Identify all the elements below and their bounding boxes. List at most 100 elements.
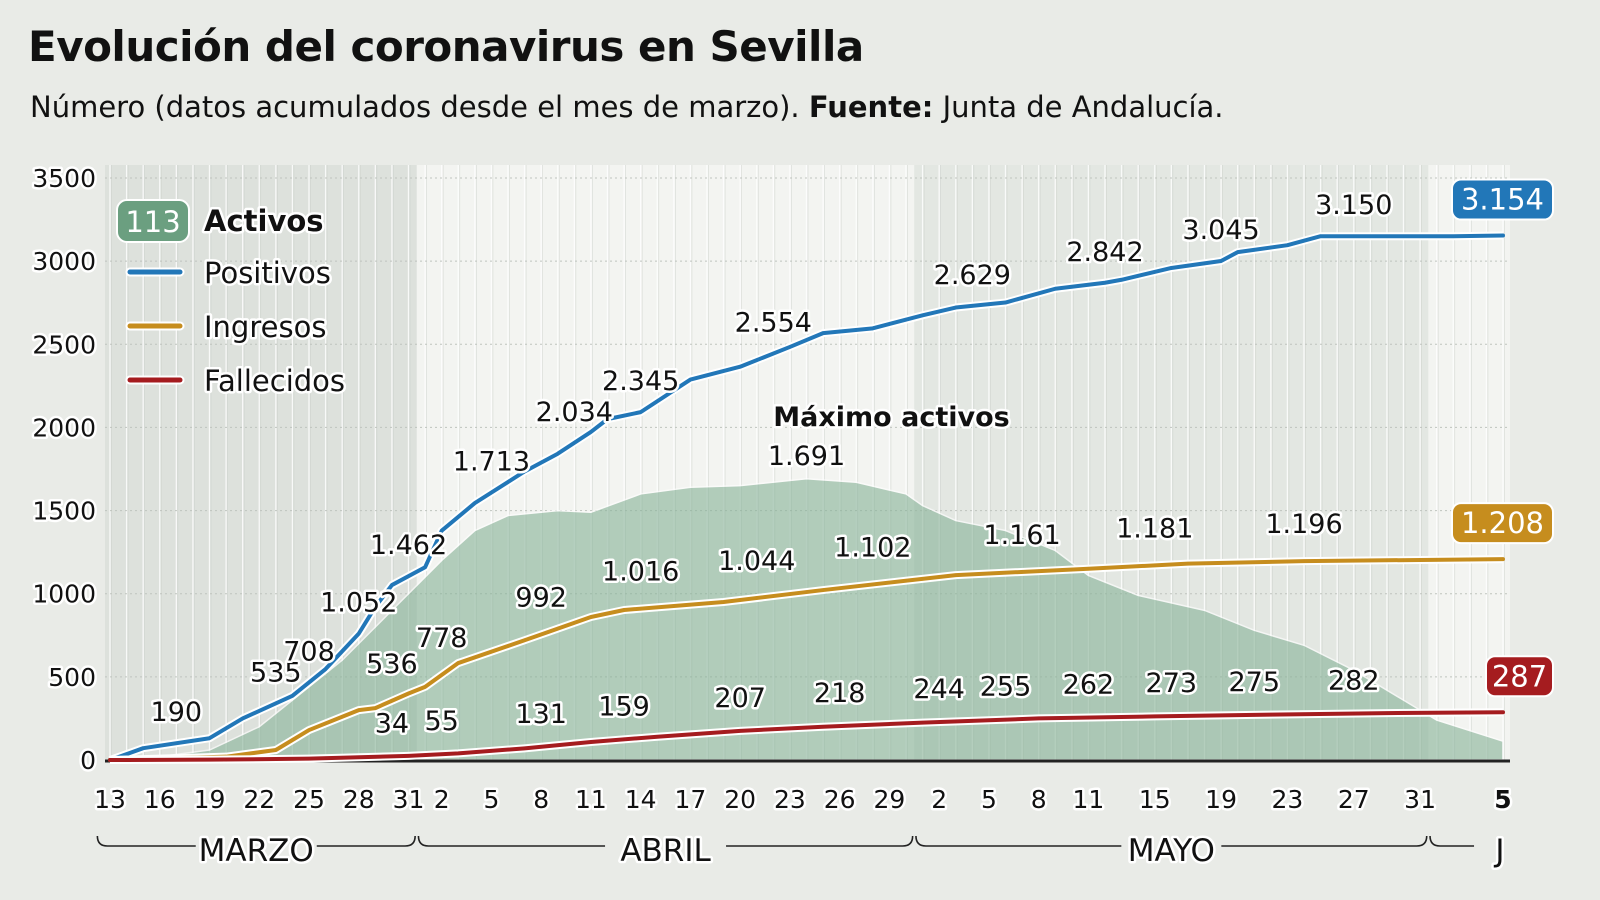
- data-label-ingresos: 1.102: [834, 532, 911, 563]
- data-label-ingresos: 1.181: [1116, 513, 1193, 544]
- x-tick-label: 5: [483, 785, 499, 814]
- end-badge-value: 287: [1492, 659, 1547, 693]
- data-label-positivos: 2.629: [934, 260, 1011, 291]
- x-tick-label: 17: [675, 785, 707, 814]
- legend-activos-badge: [116, 199, 190, 243]
- line-fallecidos: [108, 710, 1505, 762]
- end-badge-value: 1.208: [1461, 506, 1544, 540]
- data-label-ingresos: 1.196: [1265, 509, 1342, 540]
- data-label-positivos: 2.842: [1066, 237, 1143, 268]
- month-label: ABRIL: [620, 833, 711, 869]
- chart-title: Evolución del coronavirus en Sevilla: [28, 22, 864, 71]
- x-tick-label: 8: [533, 785, 549, 814]
- data-label-positivos: 190: [151, 697, 203, 728]
- x-tick-label: 5: [981, 785, 997, 814]
- legend-label-ingresos: Ingresos: [204, 310, 326, 344]
- x-tick-label: 20: [724, 785, 756, 814]
- data-label-positivos: 535: [250, 657, 302, 688]
- x-tick-label: 16: [144, 785, 176, 814]
- month-bracket: [96, 835, 416, 847]
- legend-label-fallecidos: Fallecidos: [204, 364, 345, 398]
- data-label-fallecidos: 159: [598, 691, 650, 722]
- month-label: MAYO: [1128, 833, 1215, 869]
- data-label-ingresos: 778: [416, 623, 468, 654]
- data-label-positivos: 708: [283, 636, 335, 667]
- y-tick-label: 3500: [32, 164, 96, 193]
- x-tick-label: 28: [343, 785, 375, 814]
- end-badge-bg: [1451, 178, 1554, 221]
- data-label-positivos: 2.034: [536, 397, 613, 428]
- x-tick-label: 19: [1205, 785, 1237, 814]
- end-badge-value: 3.154: [1461, 183, 1544, 217]
- data-label-positivos: 2.345: [602, 366, 679, 397]
- max-activos-value: 1.691: [768, 441, 845, 472]
- end-badge-positivos: 3.154: [1451, 178, 1554, 221]
- x-tick-label: 27: [1338, 785, 1370, 814]
- x-tick-label: 22: [243, 785, 275, 814]
- x-tick-label: 11: [575, 785, 607, 814]
- month-bracket: [1429, 835, 1475, 847]
- data-label-ingresos: 536: [366, 649, 418, 680]
- x-tick-label: 5: [1494, 785, 1511, 814]
- x-tick-label: 23: [774, 785, 806, 814]
- chart-subtitle: Número (datos acumulados desde el mes de…: [30, 90, 1224, 124]
- data-label-positivos: 1.713: [453, 447, 530, 478]
- legend-activos-label: Activos: [204, 204, 324, 238]
- x-tick-label: 2: [434, 785, 450, 814]
- y-tick-label: 1000: [32, 580, 96, 609]
- y-tick-label: 2000: [32, 413, 96, 442]
- legend-activos-count: 113: [125, 205, 180, 239]
- data-label-fallecidos: 207: [714, 683, 766, 714]
- data-label-fallecidos: 244: [913, 674, 965, 705]
- month-label: J: [1493, 833, 1504, 869]
- data-label-fallecidos: 131: [515, 699, 567, 730]
- data-label-ingresos: 992: [515, 582, 567, 613]
- data-label-fallecidos: 55: [424, 706, 458, 737]
- x-tick-label: 14: [625, 785, 657, 814]
- x-tick-label: 15: [1139, 785, 1171, 814]
- data-label-fallecidos: 255: [980, 672, 1032, 703]
- data-label-fallecidos: 262: [1063, 670, 1115, 701]
- x-tick-label: 13: [94, 785, 126, 814]
- data-label-ingresos: 1.016: [602, 557, 679, 588]
- end-badge-bg: [1451, 502, 1554, 545]
- x-tick-label: 8: [1031, 785, 1047, 814]
- y-tick-label: 0: [80, 746, 96, 775]
- data-label-fallecidos: 282: [1328, 666, 1380, 697]
- data-label-fallecidos: 275: [1228, 667, 1280, 698]
- line-positivos: [108, 233, 1505, 762]
- x-tick-label: 19: [194, 785, 226, 814]
- data-label-positivos: 2.554: [735, 308, 812, 339]
- data-label-positivos: 1.052: [320, 588, 397, 619]
- data-label-fallecidos: 218: [814, 678, 866, 709]
- source-value: Junta de Andalucía.: [942, 90, 1224, 124]
- y-tick-label: 500: [48, 663, 96, 692]
- month-bracket: [915, 835, 1428, 847]
- x-tick-label: 11: [1073, 785, 1105, 814]
- activos-area: [109, 478, 1504, 761]
- data-label-fallecidos: 273: [1146, 668, 1198, 699]
- max-activos-title: Máximo activos: [773, 402, 1009, 433]
- source-label: Fuente:: [808, 90, 934, 124]
- legend-label-positivos: Positivos: [204, 256, 331, 290]
- month-bracket: [417, 835, 914, 847]
- y-tick-label: 2500: [32, 330, 96, 359]
- end-badge-ingresos: 1.208: [1451, 502, 1554, 545]
- data-label-ingresos: 1.161: [983, 520, 1060, 551]
- x-tick-label: 26: [824, 785, 856, 814]
- x-tick-label: 25: [293, 785, 325, 814]
- x-tick-label: 29: [874, 785, 906, 814]
- x-tick-label: 2: [931, 785, 947, 814]
- x-tick-label: 23: [1272, 785, 1304, 814]
- data-label-positivos: 3.150: [1315, 190, 1392, 221]
- end-badge-bg: [1485, 655, 1554, 698]
- month-label: MARZO: [199, 833, 314, 869]
- x-tick-label: 31: [393, 785, 425, 814]
- data-label-fallecidos: 34: [375, 708, 409, 739]
- data-label-positivos: 1.462: [370, 530, 447, 561]
- data-label-positivos: 3.045: [1182, 215, 1259, 246]
- data-label-ingresos: 1.044: [718, 546, 795, 577]
- y-tick-label: 1500: [32, 497, 96, 526]
- line-ingresos: [108, 557, 1505, 762]
